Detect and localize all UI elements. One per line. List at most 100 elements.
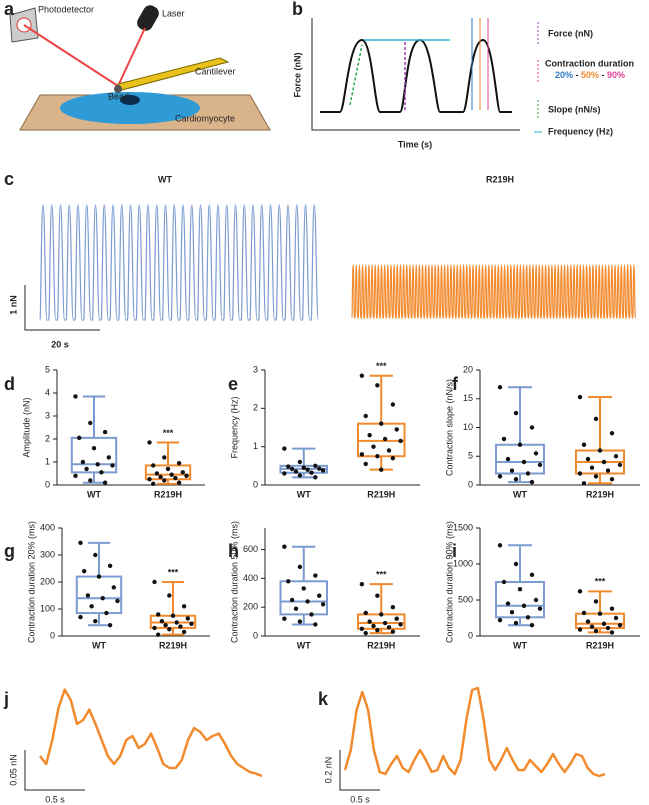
data-point [609,477,615,482]
data-point [305,599,310,604]
x-tick-label: WT [87,489,101,499]
scale-bars [24,285,380,791]
data-point [593,416,599,422]
data-point [162,478,167,483]
data-point [102,429,108,435]
data-point [169,472,174,477]
panel-label: i [452,541,457,561]
y-tick-label: 400 [40,522,55,532]
data-point [309,612,314,617]
x-tick-label: WT [513,489,527,499]
data-point [313,573,318,578]
y-tick-label: 1500 [453,522,473,532]
axis-title: Time (s) [398,139,432,149]
diagram-label: Cardiomyocyte [175,113,235,123]
data-point [282,544,287,549]
data-point [359,581,365,587]
y-tick-label: 20 [463,364,473,374]
legend-label: Frequency (Hz) [548,126,613,136]
data-point [99,470,104,475]
panel-label: f [452,374,459,394]
annotation: *** [376,361,387,371]
data-point [601,621,607,626]
data-point [93,618,98,624]
panel-label: g [4,541,15,561]
data-point [597,611,603,616]
axis [479,370,640,486]
data-point [185,616,190,621]
annotation: *** [163,428,174,438]
panel-label: c [4,169,14,189]
axis-title: Contraction duration 20% (ms) [26,521,36,643]
y-tick-label: 200 [40,576,55,586]
data-point [521,603,527,608]
data-point [147,477,152,482]
data-point [309,470,314,475]
y-tick-label: 300 [40,549,55,559]
data-point [104,610,109,616]
data-point [289,466,295,472]
data-point [379,612,384,617]
data-point [613,615,619,621]
data-point [513,620,519,626]
data-point [605,625,611,631]
data-point [394,427,399,432]
annotation: *** [595,577,606,587]
data-point [170,613,176,618]
data-point [93,552,98,558]
data-point [151,481,156,487]
data-point [181,604,187,609]
data-point [282,446,287,451]
data-point [297,564,303,570]
data-point [89,604,94,609]
data-point [379,421,384,426]
data-point [593,599,599,604]
data-point [158,474,163,480]
y-tick-label: 500 [458,594,473,604]
trace [343,686,606,778]
panel-label: d [4,374,15,394]
data-point [115,598,120,604]
data-point [533,451,539,456]
y-tick-label: 1 [253,441,258,451]
y-tick-label: 1000 [453,558,473,568]
data-point [367,432,372,438]
data-point [605,468,611,473]
panel-label: h [228,541,239,561]
diagram-label: Bead [108,91,129,101]
data-point [107,563,113,568]
data-point [151,463,156,468]
data-point [320,602,326,607]
data-point [359,452,365,457]
data-point [282,616,287,621]
data-point [517,587,523,592]
diagram-label: Cantilever [195,66,236,76]
data-point [529,479,535,485]
illustration-a [9,5,271,131]
x-tick-label: R219H [367,489,395,499]
legend-label: 20% - 50% - 90% [555,70,625,80]
data-point [152,625,157,631]
data-point [297,473,303,478]
data-point [529,623,535,628]
data-point [102,480,108,485]
data-point [529,425,535,430]
data-point [91,446,97,451]
data-point [497,617,503,623]
x-tick-label: R219H [367,640,395,650]
data-point [398,438,403,444]
data-point [78,614,83,620]
panel-label: a [4,0,15,19]
data-point [189,621,194,627]
data-point [165,466,171,472]
data-point [305,467,310,472]
diagram-b [311,18,542,133]
scale-label: 0.5 s [45,794,65,804]
data-point [501,579,507,585]
data-point [537,606,543,611]
x-tick-label: R219H [586,489,614,499]
annotation: *** [168,567,179,577]
data-point [497,474,503,479]
panel-label: k [318,689,329,709]
data-point [505,601,511,606]
